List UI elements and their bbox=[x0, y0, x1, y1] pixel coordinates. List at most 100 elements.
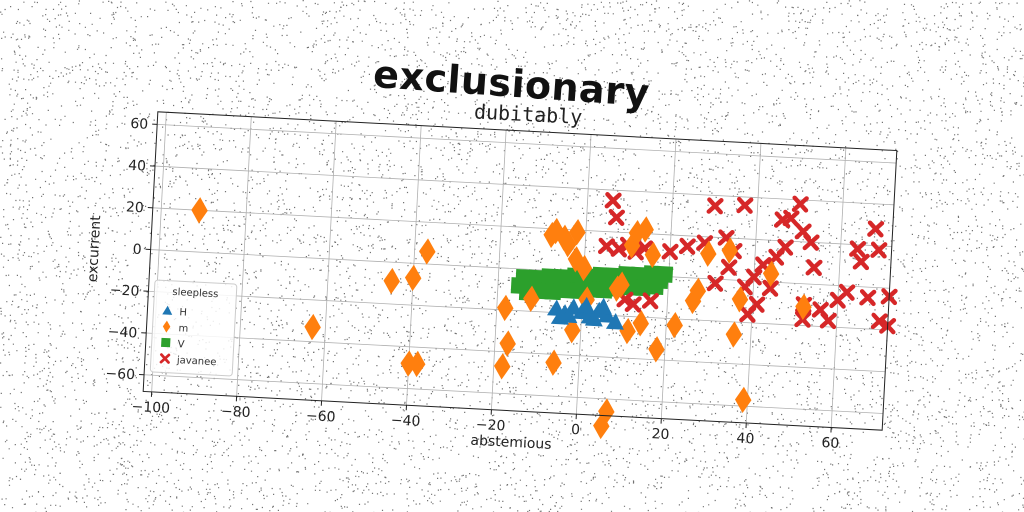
data-point-diamond bbox=[567, 246, 585, 273]
y-grid-line bbox=[144, 374, 884, 414]
data-point-diamond bbox=[569, 218, 586, 246]
data-point-diamond bbox=[795, 293, 812, 320]
data-point-x bbox=[604, 192, 622, 210]
data-point-x bbox=[805, 259, 823, 277]
series-H bbox=[546, 296, 624, 330]
data-point-x bbox=[624, 295, 642, 313]
data-point-square bbox=[557, 281, 575, 299]
data-point-diamond bbox=[598, 398, 615, 425]
data-point-triangle bbox=[559, 306, 578, 324]
data-point-square bbox=[595, 281, 613, 299]
x-tick-label: 40 bbox=[736, 431, 755, 448]
x-tick-label: −40 bbox=[390, 412, 420, 430]
x-tick-label: −20 bbox=[475, 417, 505, 435]
y-axis-label: excurrent bbox=[85, 214, 105, 282]
data-point-x bbox=[838, 283, 856, 301]
legend-marker-diamond bbox=[162, 320, 171, 333]
data-point-diamond bbox=[383, 267, 400, 295]
y-grid-line bbox=[154, 165, 894, 206]
data-point-diamond bbox=[560, 231, 577, 258]
scatter-chart: dubitably −100 −80 −60 −40 −20 0 20 40 60−60−40−… bbox=[85, 99, 898, 453]
data-point-diamond bbox=[700, 240, 717, 267]
data-point-diamond bbox=[648, 336, 665, 363]
legend-label: V bbox=[177, 339, 185, 350]
data-point-diamond bbox=[493, 353, 511, 380]
x-grid-line bbox=[236, 116, 252, 397]
data-point-diamond bbox=[644, 241, 662, 269]
data-point-x bbox=[791, 195, 809, 213]
data-point-diamond bbox=[689, 277, 707, 304]
y-tick-label: −20 bbox=[109, 282, 139, 300]
data-point-square bbox=[544, 283, 562, 301]
data-point-diamond bbox=[619, 317, 636, 345]
data-point-x bbox=[870, 312, 888, 330]
plot-frame bbox=[142, 111, 898, 431]
legend-title: sleepless bbox=[172, 287, 219, 300]
legend-label: H bbox=[179, 307, 187, 318]
x-grid-line bbox=[745, 143, 762, 424]
data-point-x bbox=[819, 312, 837, 330]
data-point-triangle bbox=[597, 306, 616, 323]
legend-marker-square bbox=[161, 337, 171, 348]
data-point-diamond bbox=[523, 285, 540, 312]
x-tick-label: −100 bbox=[131, 399, 170, 417]
y-grid-line bbox=[157, 123, 897, 164]
data-point-diamond bbox=[191, 197, 208, 224]
x-tick-label: 20 bbox=[651, 426, 670, 443]
data-point-x bbox=[867, 220, 885, 238]
data-point-x bbox=[748, 295, 766, 313]
chart-subtitle: dubitably bbox=[473, 99, 582, 129]
data-point-triangle bbox=[593, 297, 612, 315]
data-point-x bbox=[610, 240, 628, 258]
data-point-diamond bbox=[564, 317, 581, 344]
x-grid-line bbox=[830, 147, 847, 428]
legend-box bbox=[149, 279, 238, 377]
legend-marker-triangle bbox=[162, 305, 173, 315]
data-point-square bbox=[515, 268, 533, 286]
y-tick-label: 0 bbox=[132, 242, 142, 258]
data-marks bbox=[191, 192, 898, 440]
x-tick-label: 0 bbox=[571, 422, 581, 438]
data-point-diamond bbox=[721, 237, 738, 264]
y-tick-label: −60 bbox=[105, 366, 135, 384]
y-tick-label: −40 bbox=[107, 324, 137, 342]
data-point-x bbox=[678, 237, 696, 255]
axis-ticks: −100 −80 −60 −40 −20 0 20 40 60 −60 −40 −20 0 20 40 60 bbox=[105, 116, 840, 452]
data-point-diamond bbox=[613, 271, 630, 298]
data-point-diamond bbox=[404, 264, 422, 292]
x-grid-line bbox=[491, 130, 507, 410]
data-point-diamond bbox=[408, 350, 426, 378]
data-point-diamond bbox=[734, 386, 752, 414]
x-axis-label: abstemious bbox=[470, 433, 552, 453]
legend-label: javanee bbox=[176, 355, 217, 368]
y-tick-label: 20 bbox=[126, 199, 145, 216]
data-point-x bbox=[782, 209, 800, 227]
data-point-square bbox=[592, 266, 610, 284]
data-point-diamond bbox=[499, 330, 516, 357]
y-grid-line bbox=[148, 290, 888, 331]
series-V bbox=[510, 265, 674, 301]
data-point-x bbox=[736, 196, 754, 214]
series-javanee bbox=[597, 192, 898, 335]
data-point-diamond bbox=[400, 350, 417, 377]
data-point-diamond bbox=[666, 311, 683, 339]
data-point-square bbox=[634, 279, 652, 297]
x-grid-line bbox=[321, 121, 337, 401]
data-point-diamond bbox=[497, 294, 514, 322]
data-point-diamond bbox=[575, 254, 593, 282]
data-point-triangle bbox=[576, 296, 595, 314]
data-point-x bbox=[761, 279, 779, 297]
data-point-x bbox=[849, 240, 867, 258]
data-point-x bbox=[661, 243, 679, 261]
data-point-x bbox=[706, 274, 724, 292]
data-point-diamond bbox=[637, 216, 654, 243]
data-point-x bbox=[641, 292, 659, 310]
data-point-x bbox=[720, 258, 738, 276]
data-point-square bbox=[540, 268, 559, 286]
x-tick-label: 60 bbox=[821, 435, 840, 452]
y-grid-line bbox=[152, 207, 892, 247]
data-point-diamond bbox=[419, 238, 436, 265]
grid-lines bbox=[144, 112, 897, 428]
x-tick-label: −60 bbox=[306, 408, 336, 426]
